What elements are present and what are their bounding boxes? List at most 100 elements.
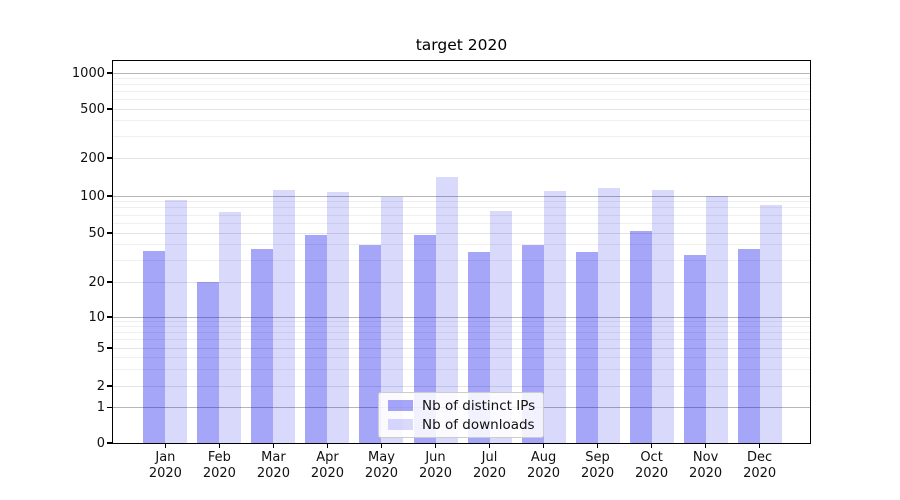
gridline-minor — [113, 326, 810, 328]
bar-ips-mar — [251, 249, 274, 443]
x-tick-year: 2020 — [581, 466, 615, 481]
gridline-minor — [113, 135, 810, 137]
bar-ips-jun — [413, 235, 436, 443]
x-tick-year: 2020 — [364, 466, 399, 481]
bar-downloads-jan — [165, 199, 188, 443]
y-tick-label: 5 — [96, 340, 105, 356]
bar-downloads-may — [381, 197, 404, 443]
bar-downloads-dec — [759, 204, 782, 443]
gridline-labeled — [113, 281, 810, 283]
y-tick-mark — [107, 316, 112, 318]
x-tick-mark — [218, 443, 221, 448]
bar-ips-may — [359, 244, 382, 443]
bar-ips-nov — [683, 255, 706, 443]
bar-downloads-aug — [543, 190, 566, 443]
gridline-minor — [113, 91, 810, 93]
x-tick-mark — [542, 443, 545, 448]
gridline-labeled — [113, 347, 810, 349]
y-tick-mark — [107, 347, 112, 349]
bar-ips-oct — [629, 230, 652, 443]
y-tick-mark — [107, 195, 112, 197]
chart-legend: Nb of distinct IPs Nb of downloads — [378, 392, 544, 438]
x-tick-mark — [650, 443, 653, 448]
x-tick-mark — [758, 443, 761, 448]
x-tick-label-oct: Oct 2020 — [622, 450, 682, 482]
legend-label: Nb of distinct IPs — [422, 397, 536, 414]
y-tick-mark — [107, 406, 112, 409]
x-tick-year: 2020 — [472, 466, 507, 481]
y-tick-mark — [107, 442, 112, 444]
gridline-minor — [113, 368, 810, 370]
y-tick-label: 100 — [80, 188, 105, 204]
x-tick-mark — [434, 443, 437, 448]
x-tick-label-mar: Mar 2020 — [243, 450, 303, 482]
bar-downloads-apr — [327, 191, 350, 443]
y-tick-label: 20 — [88, 274, 105, 290]
legend-swatch-downloads — [388, 419, 413, 430]
x-tick-year: 2020 — [635, 466, 669, 481]
gridline-labeled — [113, 157, 810, 159]
x-tick-year: 2020 — [743, 466, 777, 481]
bar-ips-apr — [305, 235, 328, 443]
gridline-major — [113, 195, 810, 197]
gridline-minor — [113, 244, 810, 246]
x-tick-year: 2020 — [689, 466, 723, 481]
y-tick-label: 2 — [96, 378, 105, 394]
y-tick-mark — [107, 157, 112, 159]
bar-ips-dec — [737, 249, 760, 443]
chart-title: target 2020 — [415, 36, 508, 54]
x-tick-year: 2020 — [310, 466, 344, 481]
gridline-labeled — [113, 385, 810, 387]
legend-entry: Nb of downloads — [388, 416, 535, 433]
bar-downloads-jul — [489, 211, 512, 443]
gridline-minor — [113, 77, 810, 79]
gridline-minor — [113, 339, 810, 341]
x-tick-mark — [326, 443, 329, 448]
gridline-minor — [113, 207, 810, 209]
gridline-minor — [113, 321, 810, 323]
x-tick-year: 2020 — [202, 466, 236, 481]
bar-downloads-oct — [651, 189, 674, 443]
y-tick-mark — [107, 232, 112, 234]
x-tick-label-jun: Jun 2020 — [406, 450, 466, 482]
y-tick-mark — [107, 72, 112, 74]
x-tick-label-may: May 2020 — [351, 450, 411, 482]
y-tick-mark — [107, 385, 112, 387]
gridline-minor — [113, 99, 810, 101]
gridline-minor — [113, 259, 810, 261]
gridline-minor — [113, 214, 810, 216]
x-tick-label-jul: Jul 2020 — [460, 450, 520, 482]
x-tick-mark — [704, 443, 707, 448]
x-tick-year: 2020 — [526, 466, 561, 481]
x-tick-label-aug: Aug 2020 — [514, 450, 574, 482]
gridline-labeled — [113, 232, 810, 234]
y-tick-label: 200 — [80, 150, 105, 166]
gridline-minor — [113, 120, 810, 122]
y-tick-mark — [107, 281, 112, 283]
legend-label: Nb of downloads — [422, 416, 535, 433]
bar-ips-feb — [197, 282, 220, 443]
x-tick-label-sep: Sep 2020 — [568, 450, 628, 482]
x-tick-year: 2020 — [418, 466, 453, 481]
x-tick-mark — [164, 443, 167, 448]
gridline-minor — [113, 332, 810, 334]
y-tick-mark — [107, 108, 112, 110]
y-tick-label: 50 — [88, 225, 105, 241]
x-tick-mark — [488, 443, 491, 448]
bar-ips-sep — [575, 252, 598, 443]
gridline-minor — [113, 356, 810, 358]
y-tick-label: 0 — [96, 435, 105, 451]
gridline-major — [113, 72, 810, 74]
bar-ips-jan — [143, 250, 166, 443]
gridline-major — [113, 316, 810, 318]
gridline-minor — [113, 201, 810, 203]
x-tick-mark — [272, 443, 275, 448]
y-tick-label: 500 — [80, 101, 105, 117]
x-tick-year: 2020 — [148, 466, 182, 481]
bar-downloads-nov — [705, 196, 728, 443]
x-tick-mark — [596, 443, 599, 448]
gridline-minor — [113, 84, 810, 86]
x-tick-label-nov: Nov 2020 — [676, 450, 736, 482]
y-tick-label: 1000 — [71, 65, 105, 81]
